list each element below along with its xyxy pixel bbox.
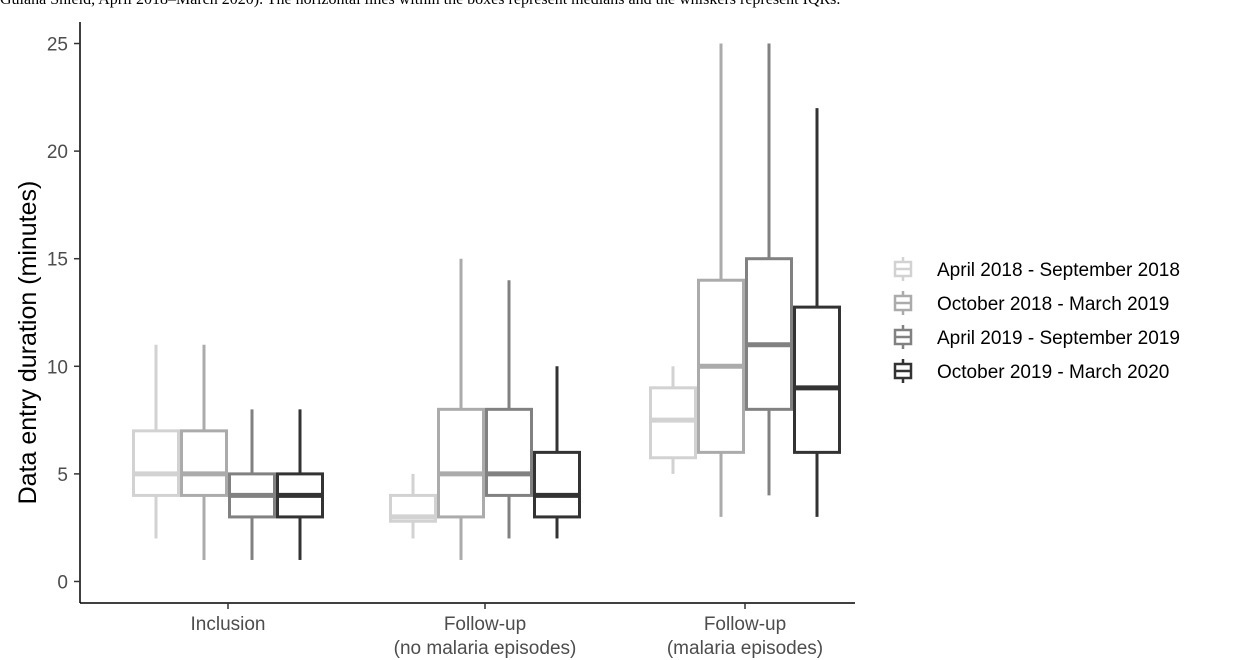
box-group	[697, 43, 745, 517]
y-tick-label: 25	[47, 35, 68, 56]
figure-caption: Guiana Shield, April 2018–March 2020). T…	[0, 0, 1236, 9]
box-iqr	[180, 429, 228, 497]
box-iqr	[437, 407, 485, 519]
legend-item: October 2019 - March 2020	[893, 359, 1169, 383]
box-group	[649, 366, 697, 474]
x-tick-label: Follow-up	[704, 614, 786, 635]
x-tick-label: (malaria episodes)	[667, 638, 823, 659]
box-iqr	[793, 305, 841, 454]
y-tick-label: 20	[47, 142, 68, 163]
box-iqr	[485, 407, 533, 497]
axes-layer: 0 5 10 15 20 25 Data entry duration (minutes) I…	[14, 22, 855, 659]
box-group	[276, 409, 324, 560]
box-iqr	[649, 386, 697, 460]
box-iqr	[745, 257, 793, 411]
box-group	[437, 258, 485, 560]
y-tick-label: 0	[57, 572, 68, 593]
box-group	[228, 409, 276, 560]
legend-label: October 2018 - March 2019	[937, 294, 1169, 315]
legend: April 2018 - September 2018 October 2018 …	[893, 257, 1180, 383]
boxes-layer	[132, 43, 841, 560]
y-tick-label: 15	[47, 250, 68, 271]
legend-item: April 2018 - September 2018	[893, 257, 1180, 281]
box-group	[793, 108, 841, 517]
legend-label: April 2019 - September 2019	[937, 328, 1180, 349]
legend-item: April 2019 - September 2019	[893, 325, 1180, 349]
y-tick-label: 5	[57, 465, 68, 486]
box-iqr	[533, 450, 581, 519]
legend-item: October 2018 - March 2019	[893, 291, 1169, 315]
box-group	[533, 366, 581, 539]
box-group	[389, 473, 437, 539]
x-tick-label: Follow-up	[444, 614, 526, 635]
y-tick-label: 10	[47, 357, 68, 378]
box-group	[485, 280, 533, 539]
box-group	[180, 344, 228, 560]
y-axis-title: Data entry duration (minutes)	[14, 181, 42, 505]
box-group	[745, 43, 793, 496]
x-tick-label: Inclusion	[191, 614, 266, 635]
legend-label: April 2018 - September 2018	[937, 260, 1180, 281]
x-tick-label: (no malaria episodes)	[394, 638, 577, 659]
box-iqr	[132, 429, 180, 497]
legend-label: October 2019 - March 2020	[937, 362, 1169, 383]
box-group	[132, 344, 180, 539]
